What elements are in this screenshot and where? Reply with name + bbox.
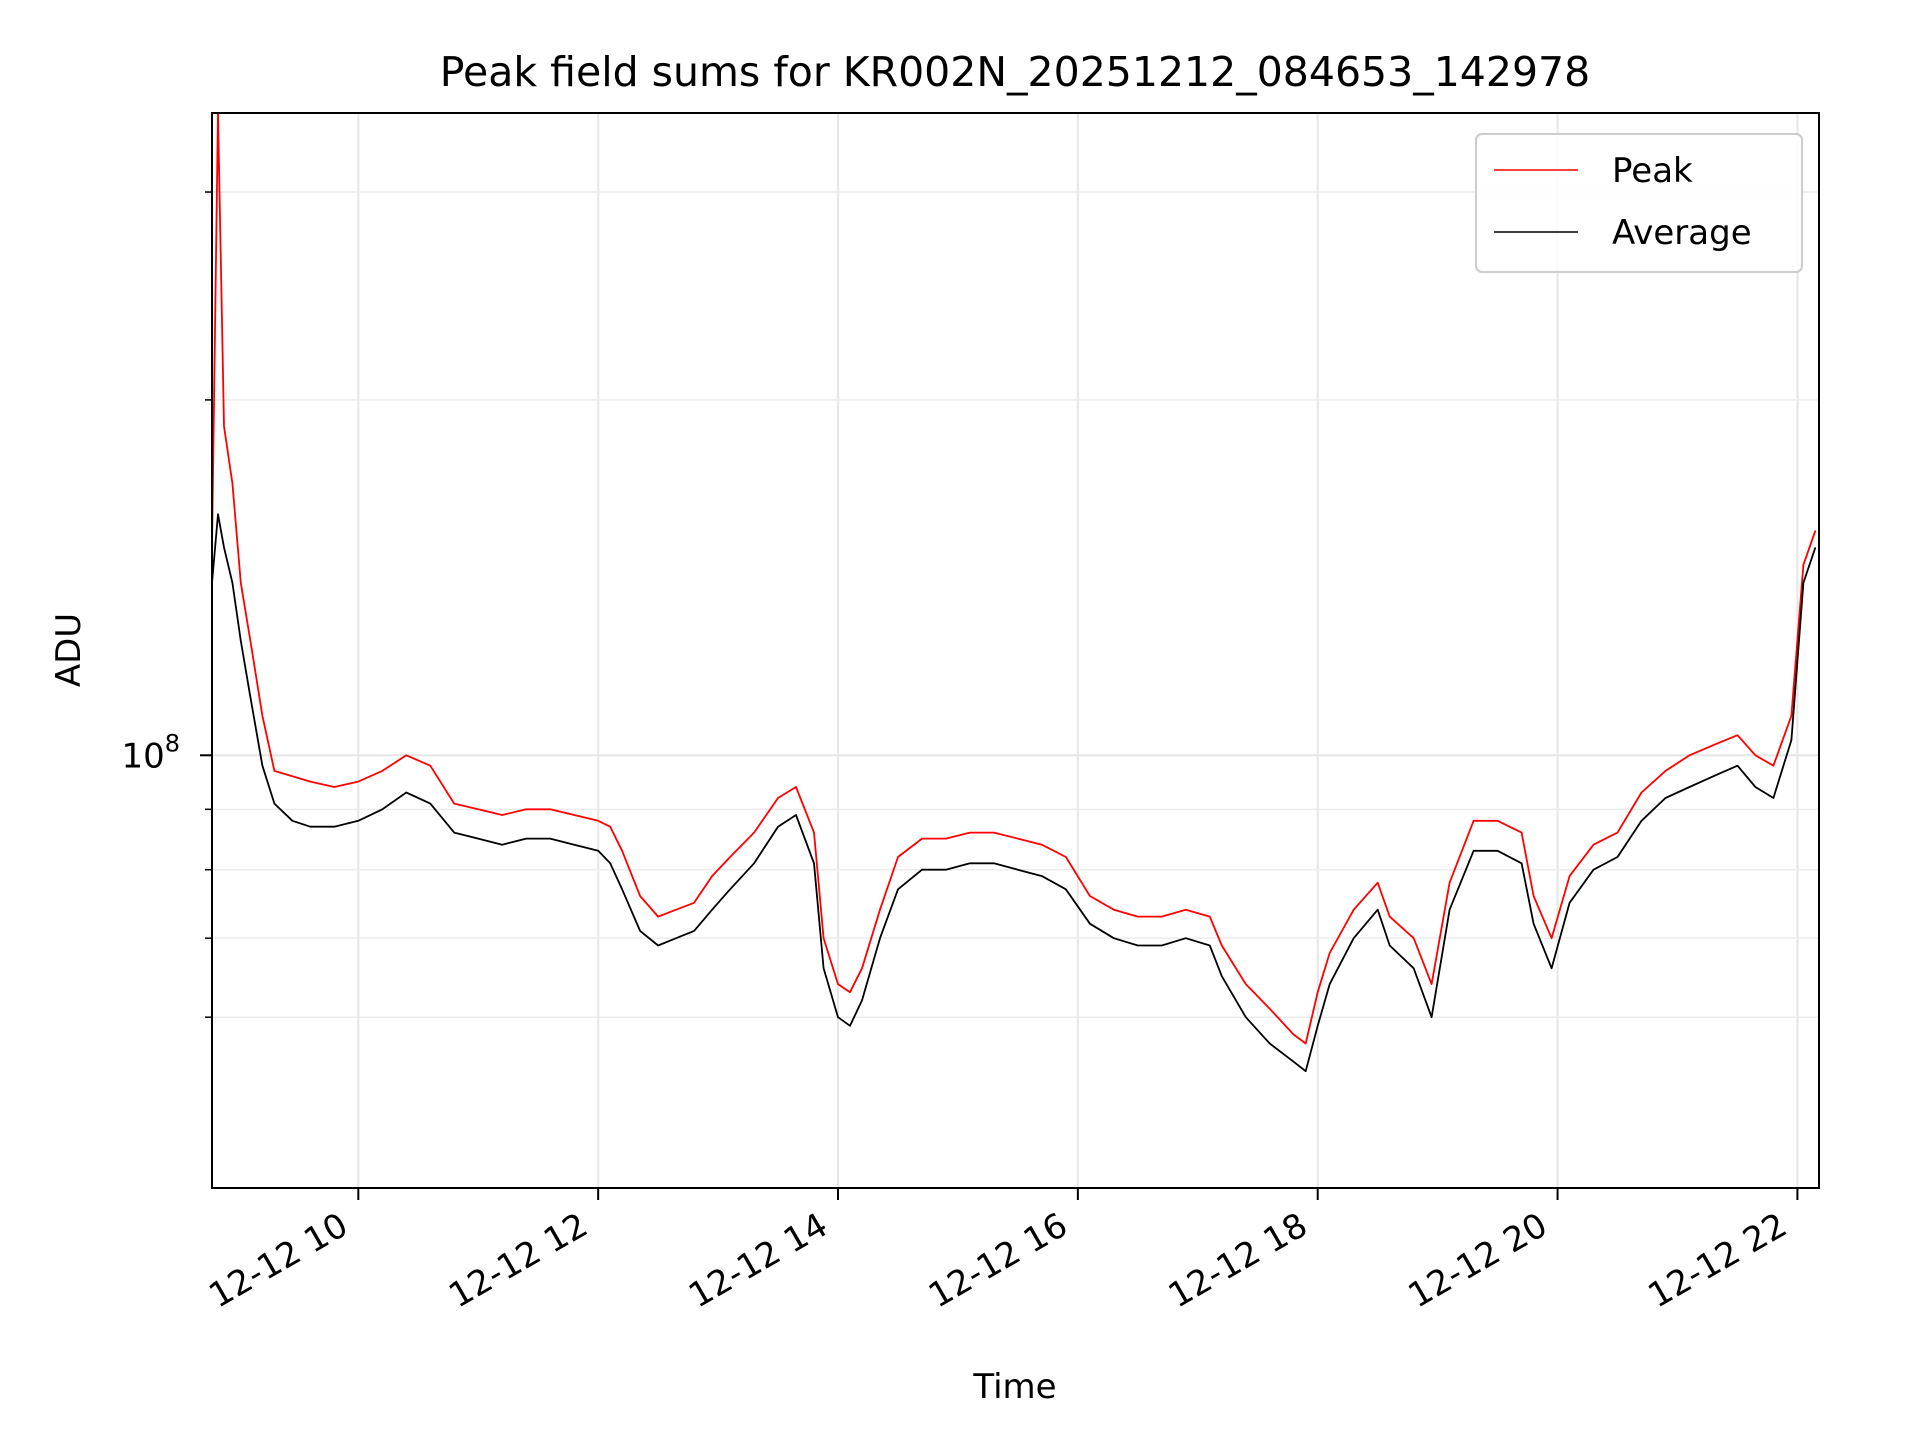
legend: Peak Average [1475, 133, 1803, 273]
chart-title: Peak field sums for KR002N_20251212_0846… [440, 48, 1590, 96]
legend-label-peak: Peak [1612, 151, 1693, 191]
y-tick-label: 108 [121, 729, 180, 776]
series-line-average [211, 513, 1817, 1073]
plot-frame [211, 112, 1820, 1189]
y-axis-label: ADU [49, 613, 89, 687]
legend-box [1475, 133, 1803, 273]
series-layer [211, 112, 1817, 1073]
series-line-peak [211, 112, 1817, 1045]
x-axis-label: Time [972, 1367, 1056, 1407]
legend-label-average: Average [1612, 213, 1752, 253]
